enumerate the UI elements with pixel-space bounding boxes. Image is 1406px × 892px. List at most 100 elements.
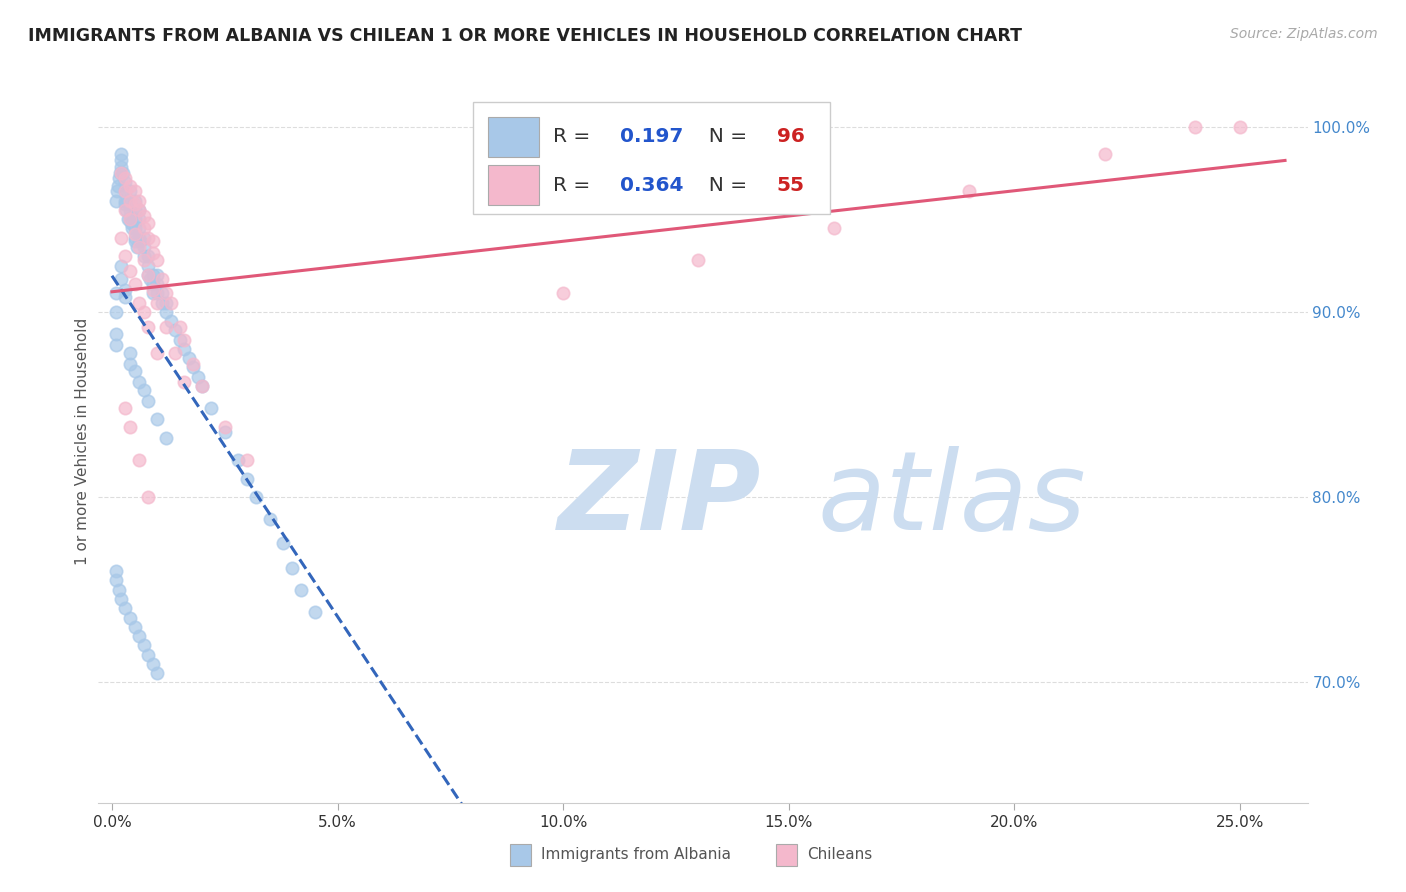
Point (142, 657, 165, 671)
Point (146, 295, 169, 310)
Point (105, 327, 128, 342)
Point (132, 240, 155, 254)
Point (1229, 120, 1251, 134)
Point (110, 153, 132, 167)
Point (107, 178, 129, 193)
Point (128, 194, 150, 208)
Text: 0.197: 0.197 (620, 128, 683, 146)
Point (118, 194, 141, 208)
Point (114, 601, 136, 615)
Point (128, 212, 150, 227)
Point (132, 231, 155, 245)
Point (236, 453, 259, 467)
Point (118, 212, 141, 227)
Point (128, 629, 150, 643)
Point (129, 235, 152, 249)
Point (118, 202, 141, 217)
Point (165, 323, 187, 337)
Point (132, 638, 155, 652)
Point (114, 283, 136, 297)
Point (104, 564, 127, 578)
Point (181, 357, 204, 371)
Point (155, 431, 177, 445)
Point (132, 221, 155, 235)
Point (136, 268, 159, 282)
Point (128, 376, 150, 390)
Point (128, 240, 150, 254)
Point (136, 216, 159, 230)
Text: atlas: atlas (818, 446, 1087, 553)
Point (146, 252, 169, 267)
Point (136, 259, 159, 273)
Point (155, 286, 177, 301)
Point (124, 235, 146, 249)
Point (112, 166, 135, 180)
Point (104, 305, 127, 319)
Point (191, 379, 214, 393)
Text: ZIP: ZIP (558, 446, 762, 553)
Point (114, 185, 136, 199)
Text: Immigrants from Albania: Immigrants from Albania (541, 847, 731, 863)
Text: N =: N = (696, 176, 754, 194)
Point (128, 231, 150, 245)
Point (118, 610, 141, 624)
Point (118, 357, 141, 371)
Point (191, 379, 214, 393)
Point (187, 369, 209, 384)
Point (105, 338, 128, 352)
Point (124, 227, 146, 241)
Point (150, 286, 173, 301)
Point (125, 240, 148, 254)
Point (132, 305, 155, 319)
Point (114, 290, 136, 304)
Point (823, 221, 845, 235)
Y-axis label: 1 or more Vehicles in Household: 1 or more Vehicles in Household (75, 318, 90, 566)
Point (107, 171, 129, 186)
Point (115, 202, 138, 217)
Point (173, 376, 195, 390)
Point (105, 185, 128, 199)
Point (136, 249, 159, 263)
Point (142, 277, 165, 291)
Point (150, 295, 173, 310)
Point (245, 490, 267, 504)
Point (1184, 120, 1206, 134)
Point (110, 259, 132, 273)
Point (117, 212, 139, 227)
Text: R =: R = (553, 128, 596, 146)
Point (136, 393, 159, 408)
Point (114, 171, 136, 186)
Point (290, 582, 312, 597)
Point (128, 202, 150, 217)
Text: 55: 55 (776, 176, 804, 194)
Point (132, 209, 155, 223)
Point (159, 295, 181, 310)
Point (173, 342, 195, 356)
Point (114, 197, 136, 211)
Point (107, 582, 129, 597)
Point (124, 197, 146, 211)
Point (553, 286, 575, 301)
Point (118, 264, 141, 278)
Point (259, 512, 281, 526)
Point (124, 212, 146, 227)
Point (105, 574, 128, 588)
Point (136, 268, 159, 282)
Point (128, 453, 150, 467)
Point (105, 286, 128, 301)
Point (142, 283, 165, 297)
FancyBboxPatch shape (474, 102, 830, 214)
Point (124, 221, 146, 235)
Point (118, 194, 141, 208)
Point (128, 221, 150, 235)
Point (214, 425, 236, 440)
Point (146, 268, 169, 282)
Point (110, 231, 132, 245)
Point (110, 147, 132, 161)
Point (1094, 147, 1116, 161)
Point (128, 295, 150, 310)
Point (169, 333, 191, 347)
Point (146, 412, 169, 426)
Point (124, 185, 146, 199)
Point (124, 202, 146, 217)
